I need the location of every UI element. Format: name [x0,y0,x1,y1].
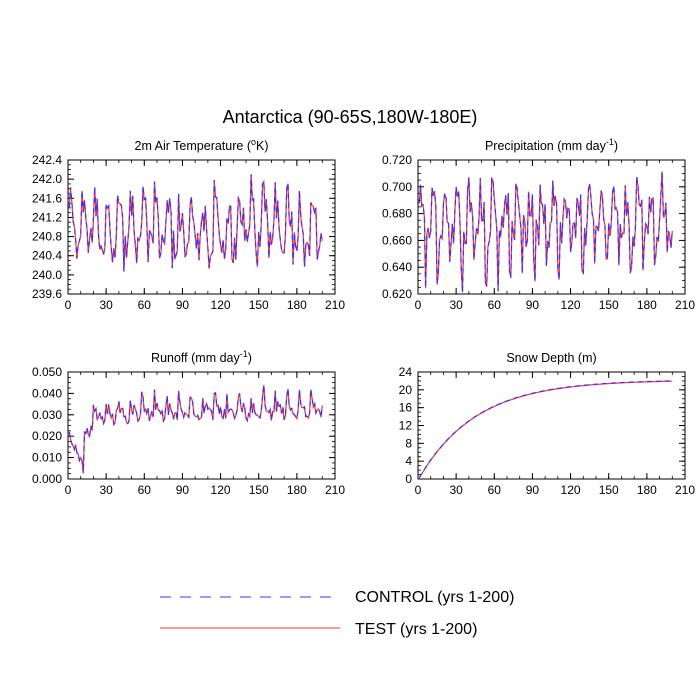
x-tick-label: 90 [526,483,540,497]
x-tick-label: 90 [176,483,190,497]
y-tick-label: 0.020 [32,429,62,443]
panel-title: Precipitation (mm day-1) [485,137,618,153]
y-tick-label: 24 [399,365,413,379]
x-tick-label: 60 [488,483,502,497]
y-tick-label: 16 [399,401,413,415]
x-tick-label: 180 [637,298,657,312]
x-tick-label: 150 [599,298,619,312]
y-tick-label: 4 [405,454,412,468]
plot-frame [417,371,686,480]
x-tick-label: 210 [675,298,695,312]
panels: 2m Air Temperature (oK)0 30 60 90 120 150 180 2… [32,137,695,497]
plot-frame [417,159,686,295]
y-tick-label: 240.0 [32,268,62,282]
x-tick-label: 120 [561,298,581,312]
y-tick-label: 240.8 [32,230,62,244]
x-tick-label: 0 [65,298,72,312]
x-tick-label: 120 [561,483,581,497]
panel-title-superscript: o [251,137,256,147]
x-tick-label: 180 [637,483,657,497]
y-tick-label: 0.040 [32,386,62,400]
panel-title-main: Snow Depth (m) [506,351,596,365]
y-tick-label: 0.660 [382,233,412,247]
x-tick-label: 30 [449,298,463,312]
legend-control-label: CONTROL (yrs 1-200) [355,589,514,606]
panel-title: 2m Air Temperature (oK) [135,137,269,153]
series-control-line [68,174,323,272]
plot-frame [67,371,336,480]
x-tick-label: 120 [211,483,231,497]
y-tick-label: 240.4 [32,249,62,263]
panel-2: Precipitation (mm day-1) 0 30 60 90 120 150 180… [382,137,695,312]
x-tick-label: 90 [176,298,190,312]
x-tick-label: 150 [249,298,269,312]
x-tick-label: 0 [415,483,422,497]
panel-title-suffix: K) [256,139,269,153]
panel-title: Snow Depth (m) [506,351,596,365]
panel-title-main: 2m Air Temperature ( [135,139,252,153]
y-tick-label: 242.4 [32,153,62,167]
y-tick-label: 12 [399,419,413,433]
y-tick-label: 0.000 [32,472,62,486]
x-tick-label: 60 [138,483,152,497]
y-tick-label: 241.2 [32,210,62,224]
panel-title-main: Precipitation (mm day [485,139,607,153]
series-control-line [418,380,673,478]
figure-title: Antarctica (90-65S,180W-180E) [223,107,478,127]
y-tick-label: 241.6 [32,191,62,205]
plot-frame [67,159,336,295]
x-tick-label: 30 [449,483,463,497]
panel-title-superscript: -1 [240,349,248,359]
x-tick-label: 150 [599,483,619,497]
panel-title-suffix: ) [248,351,252,365]
series-control-line [68,384,323,474]
legend: CONTROL (yrs 1-200) TEST (yrs 1-200) [160,589,514,638]
y-tick-label: 0.030 [32,408,62,422]
x-tick-label: 0 [415,298,422,312]
y-tick-label: 8 [405,436,412,450]
panel-title-suffix: ) [614,139,618,153]
x-tick-label: 90 [526,298,540,312]
y-tick-label: 0.620 [382,287,412,301]
x-tick-label: 30 [99,298,113,312]
x-tick-label: 60 [488,298,502,312]
y-tick-label: 0.050 [32,365,62,379]
panel-title-superscript: -1 [606,137,614,147]
series-control-line [418,171,673,293]
y-tick-label: 242.0 [32,172,62,186]
panel-title: Runoff (mm day-1) [151,349,252,365]
y-tick-label: 0 [405,472,412,486]
panel-1: 2m Air Temperature (oK) 0 30 60 90 120 150 180 2… [32,137,345,312]
x-tick-label: 210 [675,483,695,497]
y-tick-label: 0.700 [382,180,412,194]
legend-test-label: TEST (yrs 1-200) [355,621,477,638]
x-tick-label: 180 [287,298,307,312]
x-tick-label: 30 [99,483,113,497]
x-tick-label: 60 [138,298,152,312]
x-tick-label: 0 [65,483,72,497]
x-tick-label: 120 [211,298,231,312]
y-tick-label: 0.680 [382,207,412,221]
x-tick-label: 210 [325,298,345,312]
x-tick-label: 180 [287,483,307,497]
panel-3: Runoff (mm day-1) 0 30 60 90 120 150 180 210 0.00… [32,349,345,497]
x-tick-label: 210 [325,483,345,497]
panel-title-main: Runoff (mm day [151,351,240,365]
y-tick-label: 20 [399,383,413,397]
panel-4: Snow Depth (m) 0 30 60 90 120 150 180 210 0 4 8 12 16… [399,351,696,497]
y-tick-label: 0.010 [32,451,62,465]
y-tick-label: 0.720 [382,153,412,167]
y-tick-label: 239.6 [32,287,62,301]
y-tick-label: 0.640 [382,260,412,274]
x-tick-label: 150 [249,483,269,497]
